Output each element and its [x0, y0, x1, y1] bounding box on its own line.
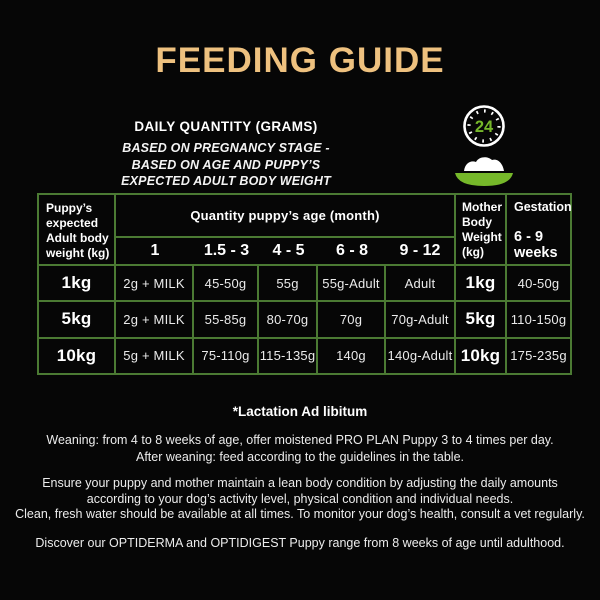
table-body: 1kg 2g + MILK 45-50g 55g 55g-Adult Adult 1kg 40…	[39, 266, 570, 373]
quantity-cell: 115-135g	[259, 338, 318, 373]
discover-note: Discover our OPTIDERMA and OPTIDIGEST Pu…	[35, 536, 565, 550]
weaning-line: After weaning: feed according to the gui…	[136, 449, 464, 464]
quantity-cell: 2g + MILK	[116, 302, 194, 337]
quantity-cell: 75-110g	[194, 338, 259, 373]
24h-clock-icon: 24	[463, 105, 505, 147]
col-header-mother-weight: Mother Body Weight (kg)	[456, 195, 507, 264]
quantity-cell: 5g + MILK	[116, 338, 194, 373]
gestation-cell: 175-235g	[510, 348, 567, 364]
lactation-note: *Lactation Ad libitum	[232, 404, 368, 419]
gestation-label: Gestation	[514, 200, 572, 214]
quantity-cell: 55-85g	[194, 302, 259, 337]
month-col-header: 4 - 5	[272, 242, 305, 259]
daily-quantity-heading: DAILY QUANTITY (GRAMS)	[134, 119, 318, 134]
puppy-weight-cell: 10kg	[39, 338, 116, 373]
col-header-quantity-age: Quantity puppy’s age (month)	[116, 195, 454, 238]
table-header: Puppy’s expected Adult body weight (kg) …	[39, 195, 572, 266]
puppy-weight-cell: 5kg	[39, 302, 116, 337]
condition-line: according to your dog’s activity level, …	[86, 491, 514, 506]
quantity-cell: 70g-Adult	[386, 302, 456, 337]
table-row: 1kg 2g + MILK 45-50g 55g 55g-Adult Adult 1kg 40…	[39, 266, 570, 301]
month-col-header: 1	[150, 242, 160, 259]
quantity-cell: 55g-Adult	[318, 266, 386, 301]
month-col-header: 1.5 - 3	[203, 242, 250, 259]
quantity-column-group: Quantity puppy’s age (month) 1 1.5 - 3 4 -…	[116, 195, 456, 264]
mother-weight-cell: 1kg	[456, 266, 507, 301]
subtitle-line: BASED ON AGE AND PUPPY’S	[131, 157, 321, 172]
quantity-cell: 80-70g	[259, 302, 318, 337]
quantity-cell: 140g-Adult	[386, 338, 456, 373]
table-row: 5kg 2g + MILK 55-85g 80-70g 70g 70g-Adult 5kg 1…	[39, 300, 570, 337]
quantity-cell: 45-50g	[194, 266, 259, 301]
gestation-cell: 110-150g	[510, 311, 567, 327]
daily-quantity-block: DAILY QUANTITY (GRAMS) BASED ON PREGNANC…	[95, 119, 357, 190]
condition-line: Ensure your puppy and mother maintain a …	[42, 476, 558, 490]
subtitle-line: BASED ON PREGNANCY STAGE -	[122, 141, 330, 155]
month-col-header: 6 - 8	[335, 242, 368, 259]
quantity-cell: 2g + MILK	[116, 266, 194, 301]
mother-weight-cell: 10kg	[456, 338, 507, 373]
weaning-line: Weaning: from 4 to 8 weeks of age, offer…	[46, 433, 554, 447]
food-bowl-icon	[452, 152, 516, 193]
icon-group: 24	[450, 103, 518, 193]
subtitle-line: EXPECTED ADULT BODY WEIGHT	[121, 174, 331, 188]
body-condition-note: Ensure your puppy and mother maintain a …	[0, 476, 600, 523]
gestation-weeks-label: 6 - 9 weeks	[514, 229, 558, 261]
month-col-header: 9 - 12	[399, 242, 441, 259]
month-header-row: 1 1.5 - 3 4 - 5 6 - 8 9 - 12	[116, 238, 454, 264]
quantity-cell: 70g	[318, 302, 386, 337]
clock-24-label: 24	[475, 118, 494, 136]
quantity-cell: Adult	[386, 266, 456, 301]
gestation-cell: 40-50g	[517, 275, 560, 291]
weaning-note: Weaning: from 4 to 8 weeks of age, offer…	[0, 432, 600, 465]
mother-weight-cell: 5kg	[456, 302, 507, 337]
quantity-cell: 55g	[259, 266, 318, 301]
col-header-puppy-weight: Puppy’s expected Adult body weight (kg)	[39, 195, 116, 264]
puppy-weight-cell: 1kg	[39, 266, 116, 301]
page-title: FEEDING GUIDE	[155, 41, 445, 80]
col-header-gestation: Gestation 6 - 9 weeks	[507, 195, 572, 264]
condition-line: Clean, fresh water should be available a…	[15, 507, 585, 522]
feeding-table: Puppy’s expected Adult body weight (kg) …	[37, 193, 572, 375]
table-row: 10kg 5g + MILK 75-110g 115-135g 140g 140g-Adu…	[39, 336, 570, 373]
quantity-cell: 140g	[318, 338, 386, 373]
